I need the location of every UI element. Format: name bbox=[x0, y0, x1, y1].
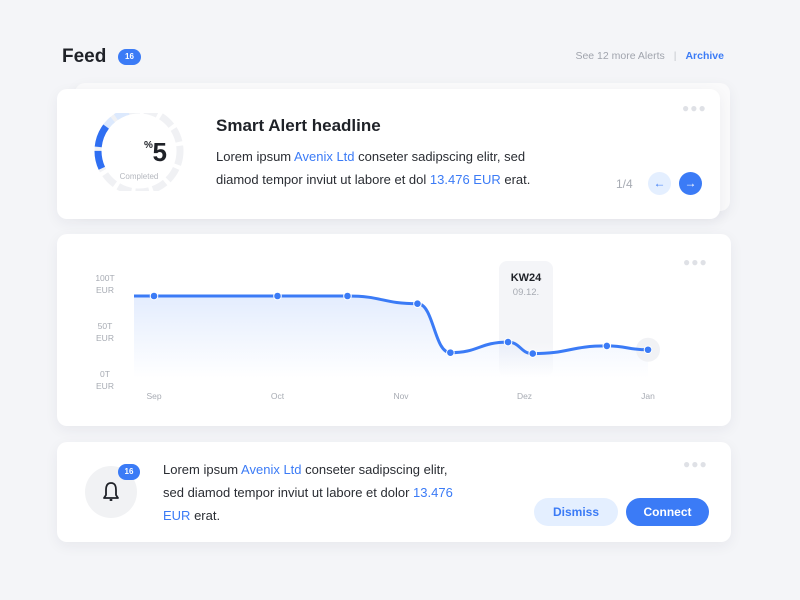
archive-link[interactable]: Archive bbox=[685, 50, 724, 62]
data-point[interactable] bbox=[503, 337, 513, 347]
data-point[interactable] bbox=[149, 291, 159, 301]
y-tick-unit: EUR bbox=[96, 285, 114, 295]
arrow-left-icon: ← bbox=[653, 176, 666, 190]
body-text: conseter sadipscing elitr, sed diamod te… bbox=[163, 462, 448, 500]
alert-headline: Smart Alert headline bbox=[216, 116, 381, 135]
body-text: erat. bbox=[190, 508, 221, 523]
separator: | bbox=[673, 50, 677, 62]
see-more-alerts-link[interactable]: See 12 more Alerts bbox=[575, 50, 665, 62]
prev-button[interactable]: ← bbox=[648, 172, 671, 195]
body-text: erat. bbox=[500, 172, 531, 187]
data-point[interactable] bbox=[273, 291, 282, 301]
x-tick-label: Jan bbox=[641, 391, 655, 401]
tooltip-title: KW24 bbox=[510, 272, 542, 284]
smart-alert-card: 5 % Completed Smart Alert headline Lorem… bbox=[57, 89, 720, 219]
y-tick-value: 0T bbox=[100, 369, 110, 379]
y-tick-value: 50T bbox=[97, 321, 113, 331]
bell-icon bbox=[103, 482, 119, 501]
highlight-text: 13.476 EUR bbox=[163, 485, 453, 523]
tooltip-date: 09.12. bbox=[512, 287, 540, 298]
y-tick-label: 0T EUR bbox=[87, 368, 123, 392]
x-tick-label: Sep bbox=[146, 391, 162, 401]
area-fill bbox=[134, 296, 648, 378]
feed-count-badge: 16 bbox=[118, 49, 141, 65]
line-chart bbox=[134, 291, 660, 378]
y-tick-label: 100T EUR bbox=[87, 272, 123, 296]
progress-value: 5 bbox=[152, 137, 167, 167]
more-dots-icon[interactable]: ●●● bbox=[682, 101, 707, 115]
data-point[interactable] bbox=[643, 345, 653, 355]
x-tick-label: Dez bbox=[516, 391, 533, 401]
x-tick-label: Oct bbox=[270, 391, 285, 401]
page-title: Feed bbox=[62, 46, 107, 67]
progress-unit: % bbox=[144, 140, 153, 151]
notification-card: 16 Lorem ipsum Avenix Ltd conseter sadip… bbox=[57, 442, 731, 542]
header-links: See 12 more Alerts | Archive bbox=[575, 50, 724, 62]
arrow-right-icon: → bbox=[684, 176, 697, 190]
notification-body: Lorem ipsum Avenix Ltd conseter sadipsci… bbox=[163, 458, 453, 527]
highlight-text: Avenix Ltd bbox=[294, 149, 355, 164]
dismiss-button[interactable]: Dismiss bbox=[534, 498, 618, 526]
notification-badge: 16 bbox=[118, 464, 140, 480]
y-tick-unit: EUR bbox=[96, 333, 114, 343]
data-point[interactable] bbox=[413, 299, 422, 308]
data-point[interactable] bbox=[528, 349, 538, 358]
more-dots-icon[interactable]: ●●● bbox=[683, 457, 708, 471]
progress-gauge bbox=[94, 113, 184, 191]
y-tick-unit: EUR bbox=[96, 381, 114, 391]
x-tick-label: Nov bbox=[393, 391, 409, 401]
pager: 1/4 bbox=[616, 177, 633, 191]
data-point[interactable] bbox=[602, 341, 612, 351]
next-button[interactable]: → bbox=[679, 172, 702, 195]
y-tick-label: 50T EUR bbox=[87, 320, 123, 344]
body-text: Lorem ipsum bbox=[216, 149, 295, 164]
progress-label: Completed bbox=[119, 172, 159, 181]
data-point[interactable] bbox=[446, 348, 455, 357]
more-dots-icon[interactable]: ●●● bbox=[683, 255, 708, 269]
connect-button[interactable]: Connect bbox=[626, 498, 709, 526]
highlight-text: 13.476 EUR bbox=[429, 172, 501, 187]
alert-body: Lorem ipsum Avenix Ltd conseter sadipsci… bbox=[216, 145, 566, 191]
highlight-text: Avenix Ltd bbox=[241, 462, 302, 477]
body-text: conseter sadipscing elitr, sed diamod te… bbox=[216, 149, 526, 187]
data-point[interactable] bbox=[343, 291, 352, 301]
chart-card: ●●● KW24 09.12. 100T EUR 50T EUR 0T EUR Sep Oct… bbox=[57, 234, 731, 426]
body-text: Lorem ipsum bbox=[163, 462, 242, 477]
y-tick-value: 100T bbox=[95, 273, 115, 283]
